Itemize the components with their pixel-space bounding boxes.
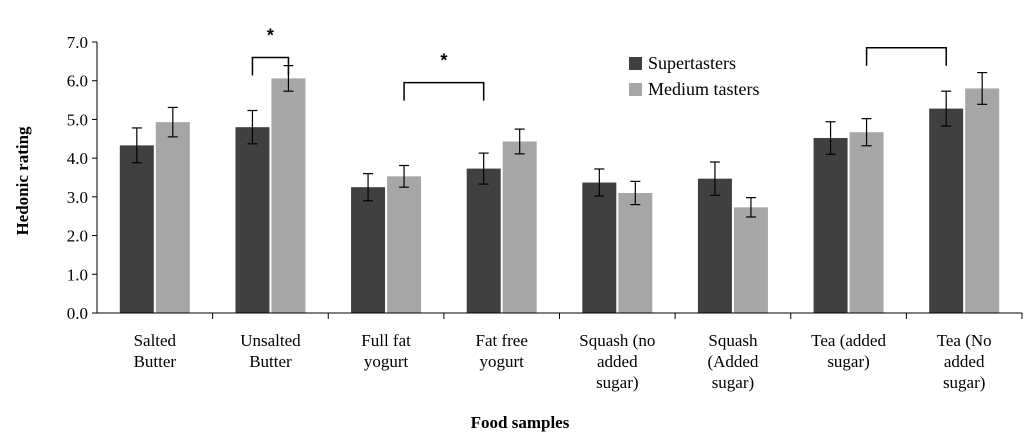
x-category-label: Salted Butter xyxy=(134,331,177,371)
x-category-label-line: sugar) xyxy=(827,352,869,371)
x-category-label-line: Unsalted xyxy=(240,331,301,350)
x-category-label-line: Tea (No xyxy=(937,331,992,350)
x-category-label: Squash (Added sugar) xyxy=(707,331,758,392)
x-category-label-line: Butter xyxy=(134,352,177,371)
bar-medium-tasters xyxy=(733,207,768,313)
x-category-label: Full fat yogurt xyxy=(361,331,411,371)
x-axis-title: Food samples xyxy=(471,413,570,432)
bar-supertasters xyxy=(582,182,617,313)
bar-medium-tasters xyxy=(965,88,1000,313)
bar-supertasters xyxy=(119,145,154,313)
x-category-label-line: Squash xyxy=(708,331,758,350)
x-category-label: Tea (added sugar) xyxy=(811,331,886,371)
legend-swatch xyxy=(629,83,642,96)
significance-star: * xyxy=(440,51,447,71)
bar-supertasters xyxy=(466,168,501,313)
x-axis-category-labels: Salted Butter Unsalted Butter Full fat yogurt… xyxy=(134,313,1023,392)
x-category-label: Squash (no added sugar) xyxy=(579,331,655,392)
legend-label: Supertasters xyxy=(648,53,736,73)
x-category-label-line: yogurt xyxy=(364,352,409,371)
significance-star: * xyxy=(267,25,274,45)
x-category-label-line: added xyxy=(597,352,638,371)
bar-supertasters xyxy=(929,108,964,314)
bar-medium-tasters xyxy=(271,78,306,314)
x-category-label-line: sugar) xyxy=(712,373,754,392)
y-tick-label: 7.0 xyxy=(67,33,88,52)
y-tick-label: 6.0 xyxy=(67,72,88,91)
y-tick-label: 3.0 xyxy=(67,188,88,207)
bars xyxy=(119,78,1000,314)
legend: Supertasters Medium tasters xyxy=(629,53,759,99)
x-category-label-line: yogurt xyxy=(479,352,524,371)
bar-medium-tasters xyxy=(155,122,190,313)
y-axis-ticks: 0.0 1.0 2.0 3.0 4.0 5.0 6.0 7.0 xyxy=(67,33,97,323)
bar-medium-tasters xyxy=(849,132,884,313)
significance-brackets: ** xyxy=(251,25,947,101)
y-tick-label: 5.0 xyxy=(67,110,88,129)
x-category-label: Tea (No added sugar) xyxy=(937,331,992,392)
x-category-label-line: added xyxy=(944,352,985,371)
bar-supertasters xyxy=(813,138,848,313)
y-tick-label: 1.0 xyxy=(67,265,88,284)
bar-medium-tasters xyxy=(618,192,653,313)
y-tick-label: 0.0 xyxy=(67,304,88,323)
bar-supertasters xyxy=(697,178,732,313)
legend-swatch xyxy=(629,57,642,70)
x-category-label-line: Squash (no xyxy=(579,331,655,350)
legend-label: Medium tasters xyxy=(648,79,759,99)
bar-supertasters xyxy=(235,127,270,314)
error-bars xyxy=(131,65,988,218)
significance-bracket xyxy=(251,56,290,76)
x-category-label: Unsalted Butter xyxy=(240,331,301,371)
x-category-label-line: Full fat xyxy=(361,331,411,350)
bar-medium-tasters xyxy=(502,141,537,313)
x-category-label-line: Tea (added xyxy=(811,331,886,350)
x-category-label-line: sugar) xyxy=(943,373,985,392)
bar-medium-tasters xyxy=(387,176,422,313)
x-category-label: Fat free yogurt xyxy=(475,331,527,371)
y-tick-label: 2.0 xyxy=(67,227,88,246)
y-tick-label: 4.0 xyxy=(67,149,88,168)
x-category-label-line: (Added xyxy=(707,352,758,371)
bar-supertasters xyxy=(351,187,386,313)
y-axis-title: Hedonic rating xyxy=(13,126,32,236)
significance-bracket xyxy=(403,81,485,101)
x-category-label-line: Salted xyxy=(134,331,177,350)
significance-bracket xyxy=(865,47,947,66)
x-category-label-line: Fat free xyxy=(475,331,527,350)
x-category-label-line: sugar) xyxy=(596,373,638,392)
x-category-label-line: Butter xyxy=(249,352,292,371)
